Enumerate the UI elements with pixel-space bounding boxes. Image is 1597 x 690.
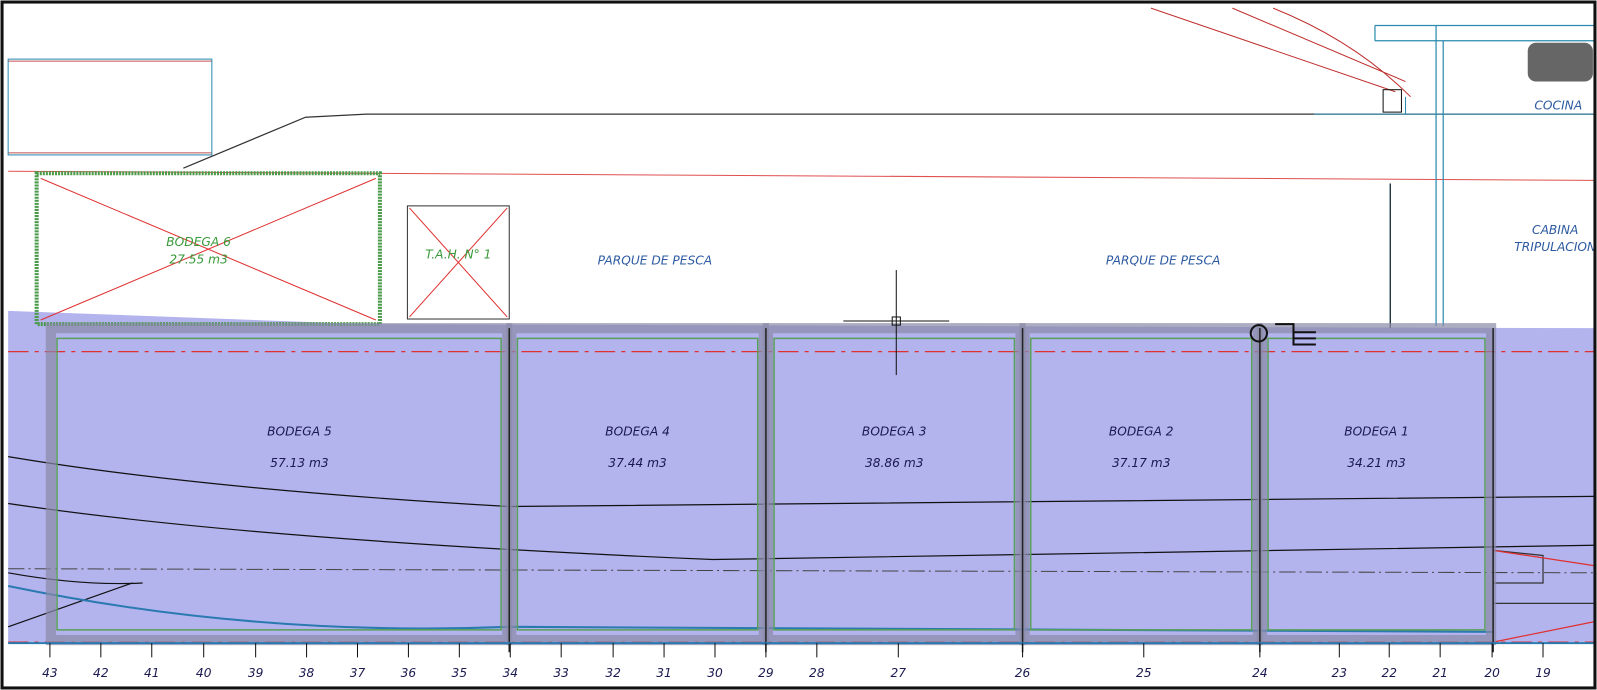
frame-label: 26 [1015, 666, 1031, 680]
hold-volume: 37.17 m3 [1112, 456, 1171, 470]
frame-label: 29 [758, 666, 774, 680]
frame-label: 22 [1381, 666, 1397, 680]
fish-park-label: PARQUE DE PESCA [598, 253, 712, 267]
frame-label: 39 [248, 666, 264, 680]
hold-name: BODEGA 4 [605, 425, 670, 439]
hold-name: BODEGA 1 [1344, 425, 1409, 439]
hold-lining [1267, 337, 1486, 631]
hold-name: BODEGA 5 [267, 425, 332, 439]
hold-lining [56, 337, 502, 631]
frame-label: 42 [93, 666, 109, 680]
kitchen-label: COCINA [1534, 98, 1582, 112]
hold-volume: 34.21 m3 [1347, 456, 1406, 470]
frame-label: 41 [144, 666, 160, 680]
frame-label: 34 [502, 666, 518, 680]
frame-ruler: 43 42 41 40 39 38 37 36 35 34 33 32 31 30 29 28 27 26 25 24… [42, 643, 1551, 680]
frame-label: 43 [42, 666, 58, 680]
holds: BODEGA 5 57.13 m3 BODEGA 4 37.44 m3 BODEGA 3… [45, 323, 1497, 653]
keel-line [7, 585, 1494, 633]
frame-label: 30 [707, 666, 723, 680]
hold-lining [773, 337, 1016, 631]
frame-label: 38 [299, 666, 315, 680]
cabin-label: TRIPULACION [1514, 240, 1596, 254]
frame-label: 33 [553, 666, 569, 680]
hold-lining [516, 337, 759, 631]
frame-label: 24 [1252, 666, 1268, 680]
hold-lining [1029, 337, 1253, 631]
hold-6-box [34, 171, 510, 327]
hull-lines [7, 455, 1595, 643]
hold-volume: 37.44 m3 [608, 456, 667, 470]
hold-6-name: BODEGA 6 [166, 235, 231, 249]
fitting-symbol [1249, 323, 1316, 346]
frame-label: 31 [656, 666, 672, 680]
hold-volume: 57.13 m3 [270, 456, 329, 470]
frame-label: 25 [1136, 666, 1152, 680]
frame-label: 20 [1484, 666, 1500, 680]
hold-volume: 38.86 m3 [865, 456, 924, 470]
hold-name: BODEGA 3 [862, 425, 927, 439]
frame-label: 28 [809, 666, 825, 680]
frame-label: 21 [1432, 666, 1448, 680]
hold-wall [1256, 323, 1497, 646]
frame-label: 35 [452, 666, 468, 680]
frame-label: 19 [1535, 666, 1551, 680]
frame-label: 32 [605, 666, 621, 680]
hold-6-volume: 27.55 m3 [169, 252, 228, 266]
fish-park-label: PARQUE DE PESCA [1106, 253, 1220, 267]
frame-label: 37 [350, 666, 366, 680]
frame-label: 23 [1332, 666, 1348, 680]
frame-label: 40 [196, 666, 212, 680]
hold-name: BODEGA 2 [1109, 425, 1174, 439]
cabin-label: CABINA [1532, 223, 1578, 237]
crosshair [843, 270, 950, 376]
tank-label: T.A.H. N° 1 [425, 247, 491, 261]
frame-label: 36 [401, 666, 417, 680]
grating [7, 58, 213, 156]
frame-label: 27 [891, 666, 907, 680]
deck-lines [8, 7, 1594, 329]
hold-area [8, 310, 1594, 643]
